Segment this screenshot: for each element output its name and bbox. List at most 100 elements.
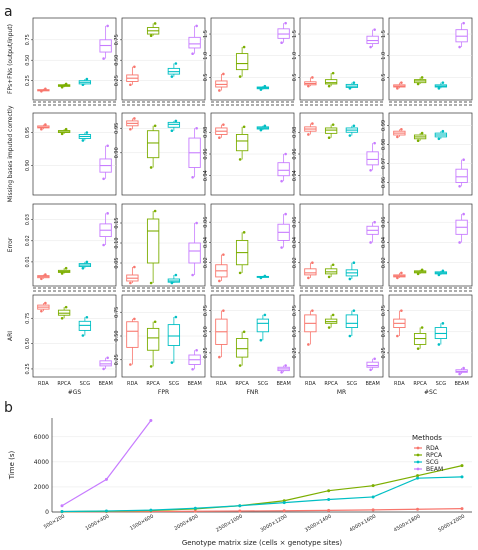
box-beam	[455, 212, 468, 244]
point	[416, 82, 420, 86]
box-scg	[345, 81, 359, 90]
method-label-rda: RDA	[127, 381, 138, 387]
legend-label-beam: BEAM	[426, 466, 443, 473]
box-beam	[99, 24, 112, 60]
box-body	[235, 338, 249, 358]
series-beam	[60, 419, 153, 508]
series-point	[371, 495, 375, 499]
point	[352, 124, 356, 128]
x-axis-title: Genotype matrix size (cells × genotype s…	[182, 539, 343, 547]
box-scg	[434, 269, 448, 277]
box-scg	[167, 273, 181, 285]
point	[44, 123, 47, 126]
y-tick-label: 0.25	[203, 347, 209, 358]
point	[373, 28, 376, 31]
point	[307, 343, 310, 346]
box-rda	[37, 123, 50, 131]
y-tick-label: 0.25	[25, 75, 31, 86]
point	[259, 128, 263, 132]
box-rda	[37, 87, 50, 93]
point	[174, 273, 178, 277]
box-scg	[434, 81, 448, 90]
point	[348, 87, 352, 90]
y-tick-label: 0.75	[381, 305, 387, 316]
point	[149, 166, 153, 169]
point	[284, 21, 287, 25]
box-body	[188, 36, 201, 49]
point	[191, 367, 194, 371]
point	[373, 357, 376, 361]
y-tick-label: 0.01	[25, 256, 31, 267]
point	[396, 276, 399, 280]
point	[420, 326, 424, 329]
box-beam	[366, 28, 379, 49]
box-body	[167, 324, 181, 346]
point	[327, 326, 331, 329]
series-point	[460, 507, 464, 511]
point	[64, 127, 68, 131]
column-label: FNR	[246, 389, 258, 396]
box-body	[146, 218, 160, 264]
point	[263, 84, 267, 88]
box-rpca	[235, 330, 249, 367]
legend-label-rda: RDA	[426, 445, 440, 452]
box-rpca	[324, 123, 338, 140]
series-point	[460, 475, 464, 479]
point	[106, 24, 109, 28]
box-body	[366, 361, 379, 368]
point	[352, 81, 356, 84]
y-tick-label: 4000	[34, 459, 49, 466]
point	[64, 82, 68, 86]
series-point	[104, 509, 108, 513]
point	[149, 34, 153, 38]
method-label-rda: RDA	[216, 381, 227, 387]
series-line	[61, 508, 463, 513]
point	[222, 72, 225, 76]
point	[153, 209, 157, 213]
point	[369, 168, 372, 172]
row-3-ylabel: ARI	[7, 331, 14, 341]
box-beam	[188, 126, 201, 179]
box-beam	[99, 144, 112, 181]
point	[327, 136, 331, 140]
point	[331, 71, 335, 75]
box-rda	[126, 317, 139, 366]
plot-area	[52, 418, 472, 512]
column-label: FPR	[158, 389, 169, 396]
method-label-beam: BEAM	[98, 381, 112, 387]
point	[420, 131, 424, 135]
point	[348, 334, 352, 338]
point	[400, 309, 403, 312]
panel-2-3	[299, 203, 384, 287]
point	[195, 24, 198, 28]
point	[64, 305, 68, 309]
x-tick-label: 2000×800	[173, 514, 199, 532]
column-label: #GS	[68, 389, 82, 396]
box-rda	[304, 122, 317, 136]
y-tick-label: 0.90	[25, 160, 31, 171]
point	[441, 81, 445, 84]
box-rda	[304, 309, 317, 346]
y-tick-label: 0.98	[292, 127, 298, 138]
point	[44, 301, 47, 305]
box-beam	[188, 348, 201, 371]
point	[369, 45, 372, 49]
point	[458, 45, 461, 49]
point	[373, 141, 376, 145]
column-label: MR	[337, 389, 346, 396]
y-tick-label: 0.06	[292, 217, 298, 228]
point	[238, 75, 242, 78]
point	[396, 87, 399, 90]
box-rda	[304, 76, 317, 88]
y-tick-label: 0.75	[25, 34, 31, 45]
point	[441, 129, 445, 133]
point	[327, 275, 331, 279]
point	[242, 330, 246, 334]
point	[242, 125, 246, 129]
point	[437, 273, 441, 277]
point	[102, 243, 105, 247]
point	[307, 276, 310, 280]
point	[259, 276, 263, 280]
method-label-rda: RDA	[394, 381, 405, 387]
box-body	[324, 79, 338, 85]
